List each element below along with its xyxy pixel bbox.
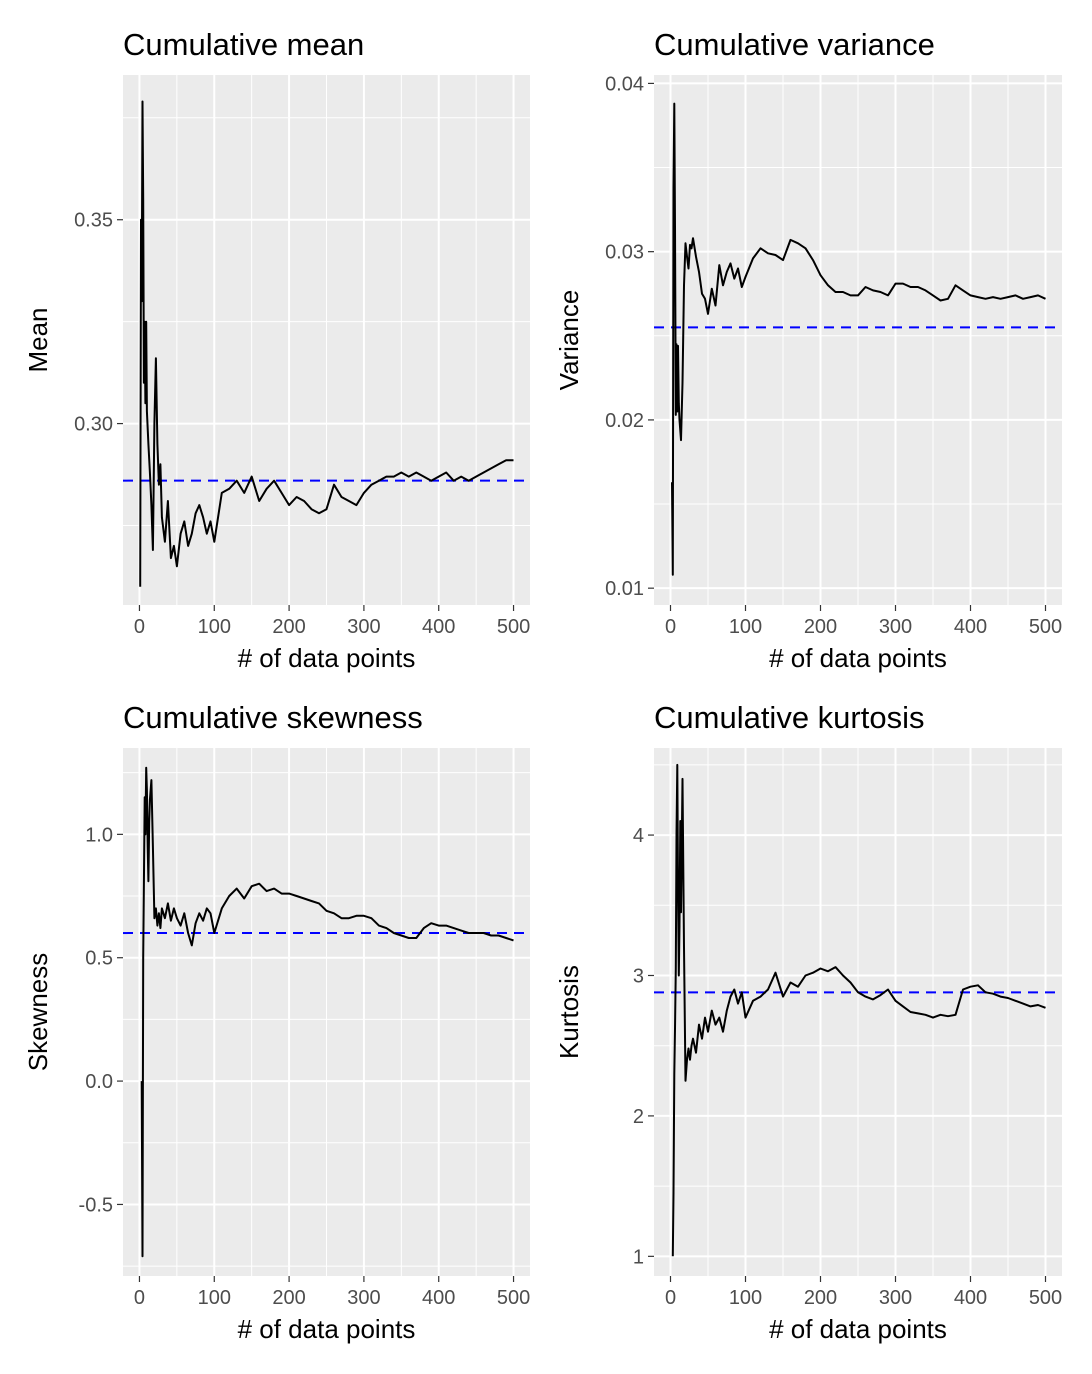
y-tick-label: 0.35	[74, 210, 113, 232]
x-tick-label: 300	[347, 1287, 380, 1309]
series-line-mean	[139, 100, 514, 587]
x-tick-label: 300	[879, 616, 912, 638]
x-tick-label: 100	[729, 616, 762, 638]
x-tick-label: 100	[198, 616, 231, 638]
x-axis-title: # of data points	[769, 643, 947, 673]
series-line-kurtosis	[671, 763, 1046, 1257]
x-tick-label: 500	[497, 616, 530, 638]
x-tick-label: 400	[422, 616, 455, 638]
y-tick-label: 0.02	[605, 410, 644, 432]
y-tick-label: 0.30	[74, 414, 113, 436]
x-tick-label: 200	[804, 616, 837, 638]
x-tick-label: 200	[804, 1287, 837, 1309]
panel-kurtosis: 0 100 200 300 400 500 1 2 3 4 Cumulative kurtosis #…	[554, 700, 1062, 1344]
y-tick-label: 2	[633, 1106, 644, 1128]
x-tick-label: 200	[272, 616, 305, 638]
x-tick-label: 0	[134, 1287, 145, 1309]
series-line-variance	[671, 102, 1046, 576]
y-tick-label: 3	[633, 965, 644, 987]
x-axis-title: # of data points	[238, 643, 416, 673]
x-tick-label: 400	[954, 1287, 987, 1309]
x-tick-label: 0	[134, 616, 145, 638]
y-axis-title: Mean	[23, 307, 53, 372]
y-tick-label: 0.5	[85, 948, 113, 970]
y-tick-label: 4	[633, 825, 644, 847]
chart-title-skewness: Cumulative skewness	[123, 700, 423, 735]
y-axis-title: Kurtosis	[554, 965, 584, 1059]
y-tick-label: -0.5	[79, 1194, 113, 1216]
x-tick-label: 500	[1029, 1287, 1062, 1309]
y-tick-label: 1.0	[85, 824, 113, 846]
x-tick-label: 0	[665, 616, 676, 638]
x-tick-label: 500	[497, 1287, 530, 1309]
chart-title-kurtosis: Cumulative kurtosis	[654, 700, 924, 735]
y-tick-label: 0.0	[85, 1071, 113, 1093]
y-tick-label: 0.03	[605, 242, 644, 264]
x-axis-title: # of data points	[238, 1314, 416, 1344]
chart-title-mean: Cumulative mean	[123, 27, 364, 62]
x-tick-label: 100	[198, 1287, 231, 1309]
y-axis-title: Variance	[554, 290, 584, 391]
panel-mean: 0 100 200 300 400 500 0.30 0.35 Cumulative mean #…	[23, 27, 530, 673]
y-axis-title: Skewness	[23, 953, 53, 1072]
x-tick-label: 300	[879, 1287, 912, 1309]
x-tick-label: 500	[1029, 616, 1062, 638]
panel-skewness: 0 100 200 300 400 500 -0.5 0.0 0.5 1.0 Cumulative …	[23, 700, 530, 1344]
chart-title-variance: Cumulative variance	[654, 27, 935, 62]
x-tick-label: 400	[954, 616, 987, 638]
x-tick-label: 400	[422, 1287, 455, 1309]
y-tick-label: 1	[633, 1246, 644, 1268]
panel-variance: 0 100 200 300 400 500 0.01 0.02 0.03 0.04 Cumulati…	[554, 27, 1062, 673]
x-axis-title: # of data points	[769, 1314, 947, 1344]
y-tick-label: 0.01	[605, 578, 644, 600]
y-tick-label: 0.04	[605, 73, 644, 95]
x-tick-label: 300	[347, 616, 380, 638]
x-tick-label: 0	[665, 1287, 676, 1309]
x-tick-label: 100	[729, 1287, 762, 1309]
x-tick-label: 200	[272, 1287, 305, 1309]
series-line-skewness	[140, 766, 514, 1258]
